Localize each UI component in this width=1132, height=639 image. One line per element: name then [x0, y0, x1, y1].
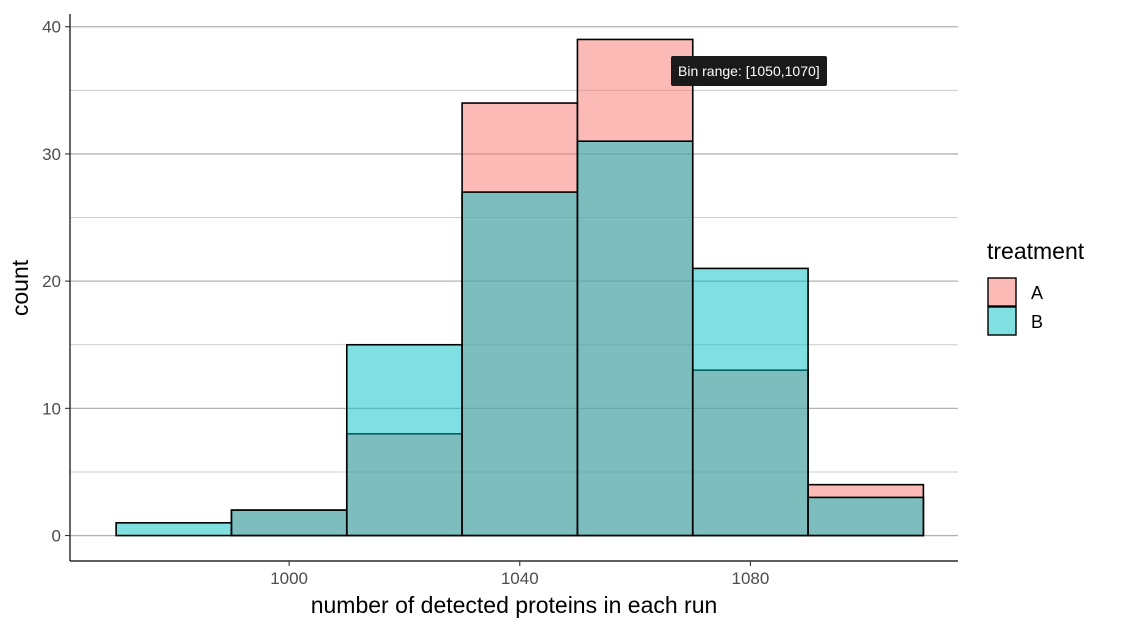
- y-axis-title: count: [7, 259, 33, 316]
- x-tick-label: 1000: [270, 569, 308, 588]
- x-axis-title: number of detected proteins in each run: [311, 592, 718, 618]
- legend-key-a: [987, 277, 1017, 307]
- x-tick-label: 1040: [501, 569, 539, 588]
- bin-range-tooltip: Bin range: [1050,1070]: [671, 56, 827, 86]
- bar-b-1050-1070: [576, 140, 694, 537]
- legend-key-b: [987, 306, 1017, 336]
- bar-b-1030-1050: [461, 191, 579, 537]
- y-tick-label: 10: [42, 399, 61, 418]
- axis-ticks: 0 10 20 30 40 1000 1040 1080: [42, 18, 769, 588]
- x-tick-label: 1080: [732, 569, 770, 588]
- bar-b-1090-1110: [807, 496, 925, 537]
- legend-title: treatment: [987, 238, 1085, 264]
- bar-b-990-1010: [230, 509, 348, 537]
- bar-b-1070-1090: [691, 267, 809, 537]
- bar-b-1010-1030: [345, 343, 463, 537]
- y-tick-label: 30: [42, 145, 61, 164]
- bar-b-970-990: [115, 522, 233, 537]
- axes: [69, 14, 958, 562]
- histogram-bars: [115, 38, 925, 537]
- legend: treatment AB: [987, 238, 1085, 336]
- y-tick-label: 0: [52, 527, 61, 546]
- legend-label-a: A: [1031, 283, 1043, 303]
- y-tick-label: 20: [42, 272, 61, 291]
- legend-label-b: B: [1031, 312, 1043, 332]
- y-tick-label: 40: [42, 18, 61, 37]
